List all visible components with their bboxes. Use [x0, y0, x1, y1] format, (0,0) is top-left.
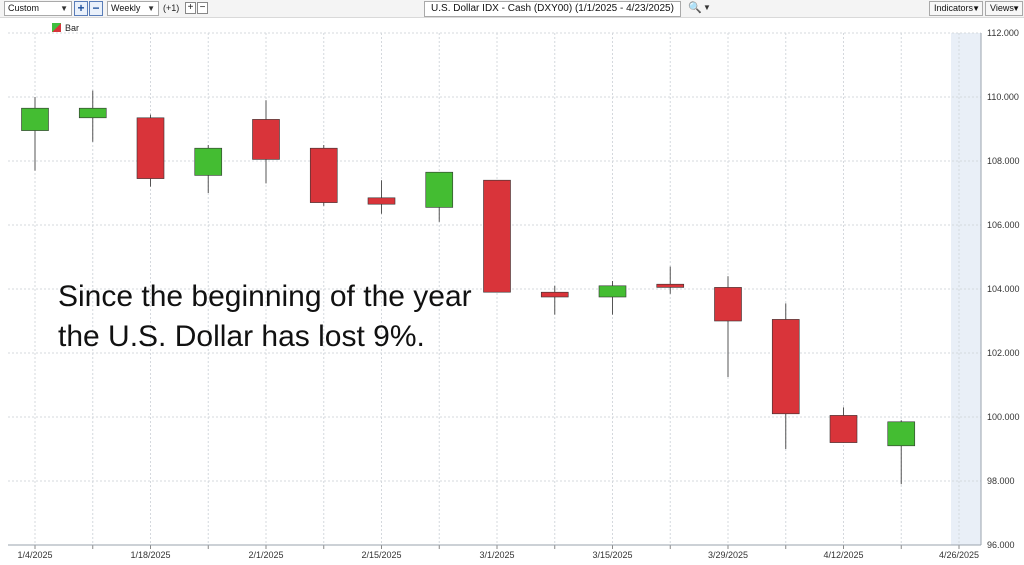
bar-legend-swatch — [52, 23, 61, 32]
period-select-value: Custom — [8, 3, 40, 13]
indicators-label: Indicators — [934, 3, 974, 13]
x-tick-label: 3/29/2025 — [708, 550, 748, 560]
x-tick-label: 2/15/2025 — [361, 550, 401, 560]
chevron-down-icon[interactable]: ▼ — [703, 3, 711, 12]
chart-legend: Bar — [52, 23, 79, 34]
x-tick-label: 2/1/2025 — [248, 550, 283, 560]
candle-body-up — [425, 171, 454, 208]
y-tick-label: 104.000 — [987, 284, 1020, 294]
candle-body-down — [136, 117, 165, 179]
candle-body-down — [656, 283, 685, 288]
x-tick-label: 1/4/2025 — [17, 550, 52, 560]
candle-body-down — [483, 179, 511, 293]
candle-body-down — [714, 287, 742, 322]
zoom-out-button[interactable]: − — [89, 1, 103, 16]
candle-body-down — [829, 415, 858, 443]
candle-body-down — [540, 291, 569, 298]
x-tick-label: 3/15/2025 — [592, 550, 632, 560]
candle-body-up — [21, 107, 49, 131]
y-tick-label: 106.000 — [987, 220, 1020, 230]
y-tick-label: 102.000 — [987, 348, 1020, 358]
candle-body-down — [252, 119, 280, 160]
chart-title: U.S. Dollar IDX - Cash (DXY00) (1/1/2025… — [431, 3, 674, 14]
annotation-text: Since the beginning of the year the U.S.… — [58, 277, 518, 357]
chevron-down-icon: ▼ — [972, 4, 980, 13]
chevron-down-icon: ▼ — [1012, 4, 1020, 13]
candle-body-down — [771, 319, 800, 415]
magnifier-icon[interactable]: 🔍 — [688, 2, 702, 14]
chevron-down-icon: ▼ — [60, 4, 68, 13]
interval-select[interactable]: Weekly ▼ — [107, 1, 159, 16]
indicators-button[interactable]: Indicators ▼ — [929, 1, 983, 16]
y-tick-label: 112.000 — [987, 28, 1019, 38]
x-tick-label: 3/1/2025 — [479, 550, 514, 560]
candle-body-down — [367, 197, 396, 205]
offset-plus-button[interactable]: + — [185, 2, 196, 14]
candle-body-down — [309, 147, 338, 203]
x-tick-label: 4/26/2025 — [939, 550, 979, 560]
x-tick-label: 1/18/2025 — [130, 550, 170, 560]
offset-label: (+1) — [163, 3, 180, 13]
chevron-down-icon: ▼ — [147, 4, 155, 13]
x-tick-label: 4/12/2025 — [823, 550, 863, 560]
y-tick-label: 98.000 — [987, 476, 1015, 486]
y-tick-label: 108.000 — [987, 156, 1020, 166]
annotation-line-1: Since the beginning of the year — [58, 280, 472, 313]
y-tick-label: 100.000 — [987, 412, 1020, 422]
views-button[interactable]: Views ▼ — [985, 1, 1023, 16]
y-tick-label: 96.000 — [987, 540, 1015, 550]
interval-select-value: Weekly — [111, 3, 141, 13]
zoom-in-button[interactable]: + — [74, 1, 88, 16]
period-select[interactable]: Custom ▼ — [4, 1, 72, 16]
offset-minus-button[interactable]: − — [197, 2, 208, 14]
annotation-line-2: the U.S. Dollar has lost 9%. — [58, 320, 425, 353]
candle-body-up — [78, 107, 107, 119]
candle-body-up — [598, 285, 627, 298]
y-tick-label: 110.000 — [987, 92, 1019, 102]
views-label: Views — [990, 3, 1014, 13]
toolbar: Custom ▼ + − Weekly ▼ (+1) + − U.S. Doll… — [0, 0, 1024, 18]
legend-label: Bar — [65, 23, 80, 33]
candle-body-up — [887, 421, 916, 447]
symbol-title-field[interactable]: U.S. Dollar IDX - Cash (DXY00) (1/1/2025… — [424, 1, 681, 17]
candle-body-up — [194, 147, 223, 176]
